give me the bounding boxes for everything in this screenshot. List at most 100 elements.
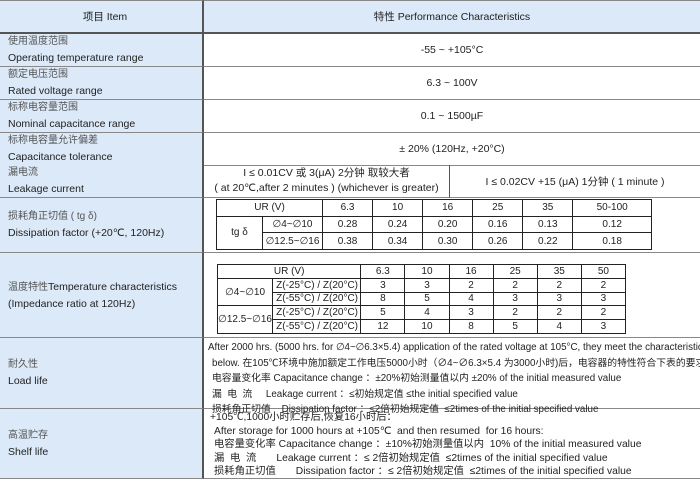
df-value: 0.26 (472, 232, 524, 250)
tt-value: 8 (360, 291, 406, 307)
operating_temp-value: -55 ~ +105°C (204, 34, 700, 67)
tolerance-cn: 标称电容量允许偏差 (8, 135, 98, 146)
header-characteristics: 特性 Performance Characteristics (204, 0, 700, 34)
shelf-life-cn: 高温贮存 (8, 429, 48, 441)
tt-value: 3 (536, 291, 582, 307)
dissipation-cell (204, 198, 700, 253)
shelf-life-label: 高温贮存 Shelf life (0, 409, 204, 479)
shelf-life-text-line: 损耗角正切值 Dissipation factor ：≤ 2倍初始规定值 ≤2t… (214, 466, 632, 477)
tt-row: Z(-55°C) / Z(20°C) 8 5 4 3 3 3 (218, 291, 627, 307)
df-voltage: 6.3 (321, 199, 374, 217)
df-voltage: 16 (422, 199, 474, 217)
tt-voltage: 10 (404, 264, 450, 279)
df-header-row: UR (V) 6.3 10 16 25 35 50-100 (216, 199, 652, 217)
shelf-life-text-line: After storage for 1000 hours at +105℃ an… (214, 425, 544, 437)
rated_voltage-cn: 额定电压范围 (8, 69, 68, 80)
tt-value: 2 (580, 305, 627, 321)
load-life-en: Load life (8, 375, 48, 387)
capacitance_range-cn: 标称电容量范围 (8, 102, 78, 113)
operating_temp-label: 使用温度范围 Operating temperature range (0, 34, 204, 67)
tt-value: 5 (360, 305, 406, 321)
tt-value: 2 (492, 305, 538, 321)
df-voltage: 10 (372, 199, 424, 217)
tt-value: 8 (448, 319, 494, 334)
shelf-life-text-line: 电容量变化率 Capacitance change ：±10%初始测量值以内 1… (214, 439, 642, 450)
capacitance_range-en: Nominal capacitance range (8, 118, 136, 130)
df-value: 0.28 (321, 215, 374, 234)
tt-value: 3 (492, 291, 538, 307)
shelf-life-text-line: 漏 电 流 Leakage current ：≤ 2倍初始规定值 ≤2times… (214, 452, 608, 464)
leakage-label: 漏电流 Leakage current (0, 165, 204, 198)
rated_voltage-en: Rated voltage range (8, 85, 103, 97)
tolerance-value: ± 20% (120Hz, +20°C) (204, 133, 700, 166)
load-life-text-line: below. 在105℃环境中施加额定工作电压5000小时（∅4~∅6.3×5.… (212, 357, 700, 369)
capacitance_range-label: 标称电容量范围 Nominal capacitance range (0, 100, 204, 133)
tt-value: 3 (404, 277, 450, 293)
leakage-en: Leakage current (8, 183, 84, 195)
tt-row: ∅4~∅10 Z(-25°C) / Z(20°C) 3 3 2 2 2 2 (216, 277, 627, 307)
load-life-text-line: After 2000 hrs. (5000 hrs. for ∅4~∅6.3×5… (208, 342, 700, 353)
temperature-table: UR (V) 6.3 10 16 25 35 50 ∅4~∅10 Z(-25°C) / Z(20… (216, 264, 627, 334)
tt-value: 3 (448, 305, 494, 321)
load-life-text-line: 损耗角正切值 Dissipation factor ：≤2倍初始规定值 ≤2ti… (212, 404, 599, 415)
dissipation-cn: 损耗角正切值 ( tg δ) (8, 211, 97, 222)
load-life-text-line: 漏 电 流 Leakage current ：≤初始规定值 ≤the initi… (212, 388, 518, 400)
temperature-label: 温度特性Temperature characteristics (Impedanc… (0, 253, 204, 338)
tt-value: 2 (492, 277, 538, 293)
df-voltage: 25 (472, 199, 524, 217)
temperature-en: Temperature characteristics (48, 280, 177, 293)
df-ur-label: UR (V) (216, 199, 323, 217)
tt-voltage: 6.3 (360, 264, 406, 279)
df-value: 0.16 (472, 215, 524, 234)
load-life-text-line: 电容量变化率 Capacitance change ：±20%初始测量值以内 ±… (212, 373, 622, 384)
leakage-value-b-text: I ≤ 0.02CV +15 (μA) 1分钟 ( 1 minute ) (485, 175, 665, 188)
dissipation-label: 损耗角正切值 ( tg δ) Dissipation factor (+20℃, … (0, 198, 204, 253)
df-voltage: 50-100 (572, 199, 652, 217)
df-voltage: 35 (522, 199, 574, 217)
tolerance-value-text: ± 20% (120Hz, +20°C) (399, 143, 505, 155)
df-value: 0.34 (372, 232, 424, 250)
rated_voltage-value: 6.3 ~ 100V (204, 67, 700, 100)
shelf-life-text: +105℃,1000小时贮存后,恢复16小时后： After storage fo… (204, 409, 700, 479)
tt-value: 2 (536, 277, 582, 293)
tt-voltage: 50 (580, 264, 627, 279)
operating_temp-value-text: -55 ~ +105°C (420, 44, 484, 56)
tt-ratio: Z(-55°C) / Z(20°C) (272, 319, 362, 334)
tt-ratio: Z(-25°C) / Z(20°C) (272, 305, 362, 321)
df-size: ∅12.5~∅16 (262, 232, 323, 250)
tt-voltage: 25 (492, 264, 538, 279)
tt-voltage: 16 (448, 264, 494, 279)
tt-ratio: Z(-55°C) / Z(20°C) (272, 291, 362, 307)
temperature-cn: 温度特性 (8, 281, 48, 293)
tt-voltage: 35 (536, 264, 582, 279)
rated_voltage-label: 额定电压范围 Rated voltage range (0, 67, 204, 100)
tt-header-row: UR (V) 6.3 10 16 25 35 50 (216, 264, 627, 279)
tt-value: 3 (580, 319, 627, 334)
temperature-cell (204, 253, 700, 338)
leakage-value-a-line2: ( at 20℃,after 2 minutes ) (whichever is… (214, 182, 439, 194)
tt-size: ∅12.5~∅16 (216, 305, 274, 334)
tt-ratio: Z(-25°C) / Z(20°C) (272, 277, 362, 293)
load-life-label: 耐久性 Load life (0, 338, 204, 409)
tt-value: 4 (404, 305, 450, 321)
temperature-en2: (Impedance ratio at 120Hz) (8, 297, 136, 310)
load-life-text: After 2000 hrs. (5000 hrs. for ∅4~∅6.3×5… (204, 338, 700, 415)
tt-value: 3 (360, 277, 406, 293)
tt-row: ∅12.5~∅16 Z(-25°C) / Z(20°C) 5 4 3 2 2 2 (216, 305, 627, 334)
df-value: 0.18 (572, 232, 652, 250)
leakage-cn: 漏电流 (8, 167, 38, 178)
load-life-cn: 耐久性 (8, 359, 38, 370)
shelf-life-text-line: +105℃,1000小时贮存后,恢复16小时后： (210, 412, 397, 423)
tt-value: 2 (448, 277, 494, 293)
operating_temp-en: Operating temperature range (8, 52, 144, 64)
tolerance-label: 标称电容量允许偏差 Capacitance tolerance (0, 133, 204, 166)
capacitance_range-value: 0.1 ~ 1500µF (204, 100, 700, 133)
tt-value: 12 (360, 319, 406, 334)
leakage-value-a: I ≤ 0.01CV 或 3(μA) 2分钟 取较大者 ( at 20℃,afte… (204, 165, 450, 198)
operating_temp-cn: 使用温度范围 (8, 36, 68, 47)
tt-value: 4 (536, 319, 582, 334)
df-size: ∅4~∅10 (262, 215, 323, 234)
leakage-value-b: I ≤ 0.02CV +15 (μA) 1分钟 ( 1 minute ) (450, 165, 700, 198)
df-row: ∅12.5~∅16 0.38 0.34 0.30 0.26 0.22 0.18 (217, 232, 652, 250)
df-value: 0.24 (372, 215, 424, 234)
